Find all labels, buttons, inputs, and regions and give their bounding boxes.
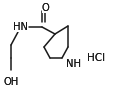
Text: OH: OH [3,77,18,87]
FancyBboxPatch shape [15,22,26,31]
Text: O: O [41,3,48,13]
FancyBboxPatch shape [5,78,16,87]
Text: NH: NH [66,59,81,69]
FancyBboxPatch shape [87,53,103,62]
Text: NH: NH [66,59,81,69]
Text: HN: HN [13,22,28,32]
Text: HCl: HCl [86,53,104,63]
FancyBboxPatch shape [42,3,47,12]
FancyBboxPatch shape [68,59,79,69]
Text: O: O [41,3,48,13]
Text: OH: OH [3,77,18,87]
Text: HN: HN [13,22,28,32]
Text: HCl: HCl [86,53,104,63]
